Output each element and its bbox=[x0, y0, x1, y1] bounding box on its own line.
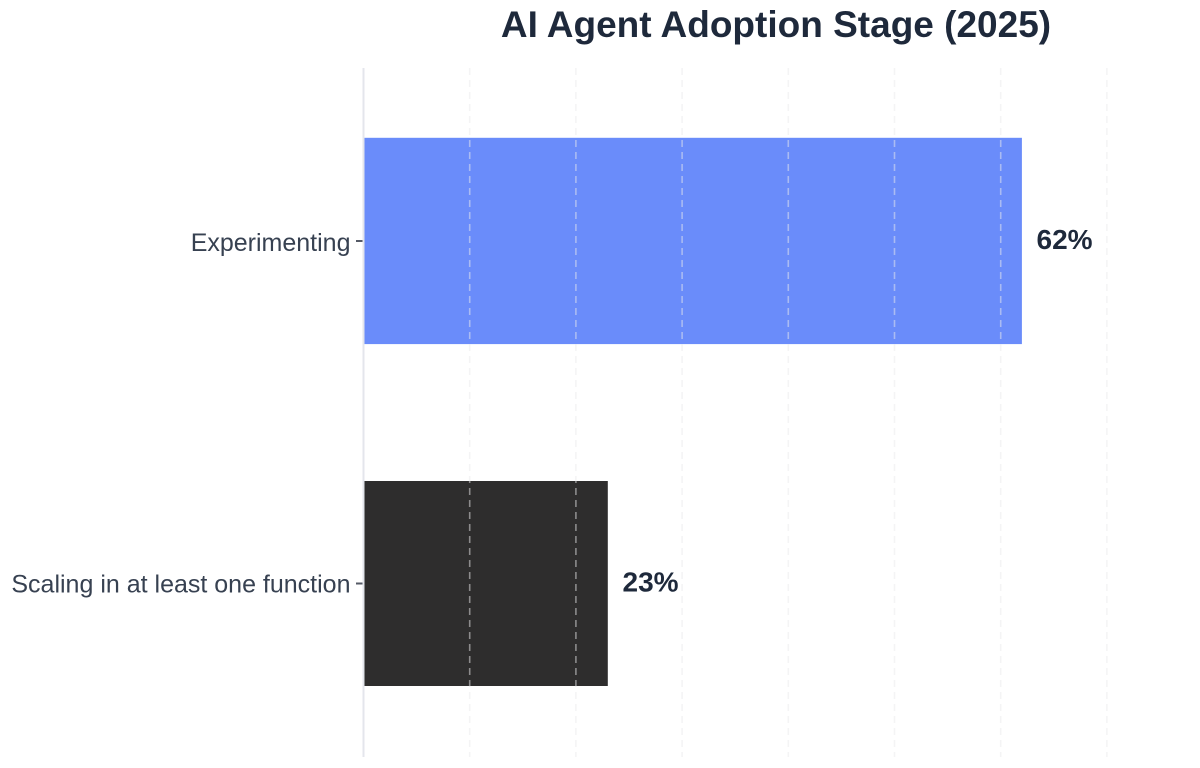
svg-text:62%: 62% bbox=[1037, 224, 1093, 255]
svg-text:23%: 23% bbox=[623, 567, 679, 598]
svg-text:AI Agent Adoption Stage (2025): AI Agent Adoption Stage (2025) bbox=[501, 4, 1051, 45]
svg-text:Experimenting: Experimenting bbox=[191, 229, 351, 257]
svg-text:Scaling in at least one functi: Scaling in at least one function bbox=[11, 571, 350, 599]
